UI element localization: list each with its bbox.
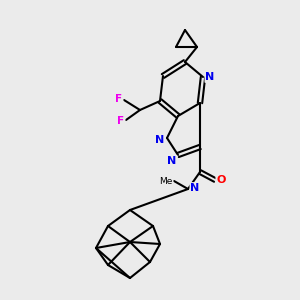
Text: F: F (117, 116, 124, 126)
Text: N: N (155, 135, 165, 145)
Text: N: N (206, 72, 214, 82)
Text: O: O (216, 175, 226, 185)
Text: N: N (190, 183, 200, 193)
Text: N: N (167, 156, 177, 166)
Text: F: F (116, 94, 123, 104)
Text: Me: Me (159, 176, 173, 185)
